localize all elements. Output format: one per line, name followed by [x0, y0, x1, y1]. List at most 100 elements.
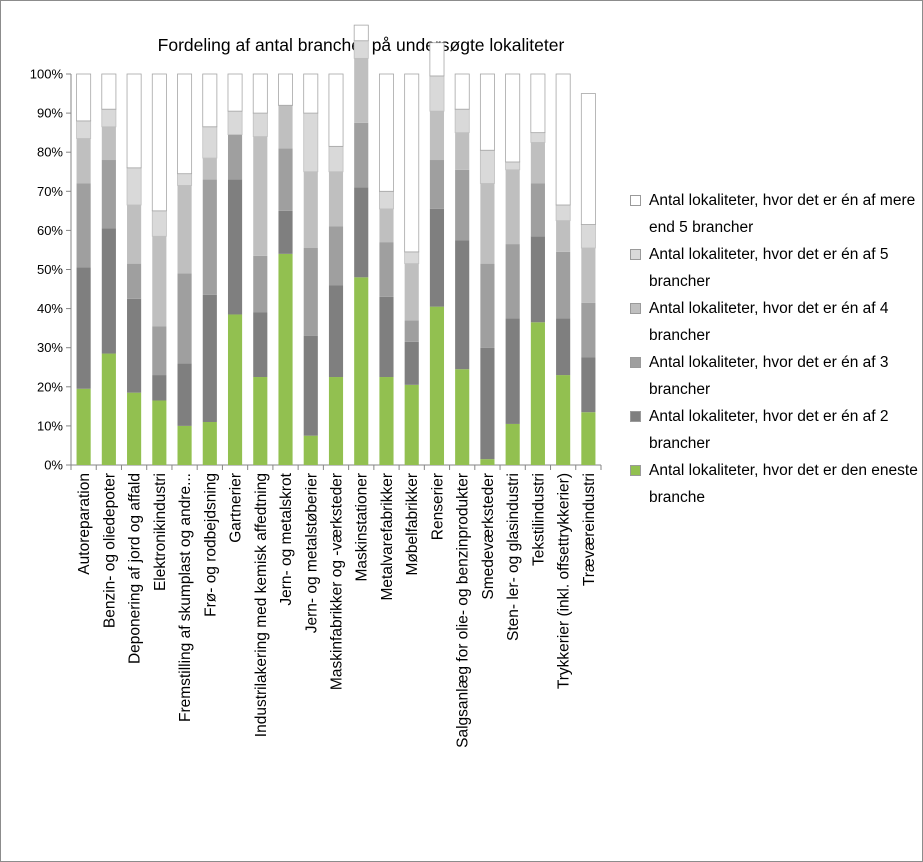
bar-segment [76, 120, 92, 139]
legend-swatch [630, 357, 641, 368]
bar-segment [556, 251, 571, 319]
bars [76, 24, 596, 465]
y-tick-label: 60% [37, 223, 63, 238]
bar-segment [429, 306, 445, 465]
legend-swatch [630, 303, 641, 314]
bar-segment [127, 263, 142, 299]
bar-segment [151, 210, 167, 237]
x-tick-label: Møbelfabrikker [404, 473, 421, 576]
legend-entry: Antal lokaliteter, hvor det er den enest… [627, 457, 919, 511]
bar-segment [530, 183, 545, 237]
bar-segment [227, 110, 243, 136]
bar-segment [328, 145, 344, 173]
x-tick-label: Fremstilling af skumplast og andre... [177, 473, 194, 722]
bar-segment [556, 318, 571, 376]
x-axis: Autoreparation Benzin- og oliedepoter Depo… [70, 464, 602, 748]
bar-segment [556, 220, 571, 252]
bar-segment [505, 161, 521, 171]
bar-segment [581, 247, 596, 303]
bar-segment [177, 363, 192, 426]
bar-segment [127, 298, 142, 393]
bar-segment [379, 242, 394, 297]
bar-segment [253, 136, 268, 256]
bar-segment [530, 322, 545, 465]
x-tick-label: Maskinfabrikker og -værksteder [329, 473, 346, 690]
bar-segment [479, 73, 495, 151]
bar-segment [555, 73, 571, 206]
bar-segment [303, 435, 318, 465]
bar-segment [429, 208, 445, 307]
bar-segment [303, 112, 319, 173]
bar-segment [101, 353, 116, 465]
legend-label: Antal lokaliteter, hvor det er én af mer… [649, 192, 916, 236]
x-tick-label: Renserier [429, 473, 446, 540]
bar-segment [177, 273, 192, 364]
x-tick-label: Autoreparation [76, 473, 93, 575]
bar-segment [227, 314, 243, 465]
x-tick-label: Sten- ler- og glasindustri [505, 473, 522, 641]
bar-segment [202, 179, 217, 295]
bar-segment [530, 132, 546, 143]
bar-segment [505, 318, 520, 424]
bar-segment [328, 171, 344, 227]
bar-segment [126, 167, 142, 206]
legend-entry: Antal lokaliteter, hvor det er én af 2 b… [627, 403, 919, 457]
bar-segment [303, 73, 319, 114]
x-tick-label: Jern- og metalstøberier [303, 473, 320, 633]
bar-segment [480, 263, 495, 348]
bar-segment [177, 185, 192, 274]
legend-entry: Antal lokaliteter, hvor det er én af 3 b… [627, 349, 919, 403]
legend-swatch [630, 411, 641, 422]
bar-segment [404, 384, 419, 465]
bar-segment [530, 73, 546, 134]
legend-entry: Antal lokaliteter, hvor det er én af 5 b… [627, 241, 919, 295]
bar-segment [252, 112, 268, 137]
bar-segment [76, 183, 91, 268]
x-tick-label: Salgsanlæg for olie- og benzinprodukter [455, 473, 472, 748]
bar-segment [177, 425, 192, 465]
legend-label: Antal lokaliteter, hvor det er den enest… [649, 462, 918, 506]
bar-segment [303, 247, 318, 336]
bar-segment [354, 187, 369, 278]
bar-segment [353, 24, 369, 42]
bar-segment [404, 320, 419, 342]
x-tick-label: Smedeværksteder [480, 473, 497, 600]
bar-segment [303, 335, 318, 436]
bar-segment [202, 73, 218, 128]
y-tick-label: 50% [37, 262, 63, 277]
bar-segment [404, 73, 420, 253]
legend-swatch [630, 249, 641, 260]
bar-segment [127, 204, 142, 264]
bar-segment [581, 357, 596, 413]
bar-segment [480, 347, 495, 460]
bar-segment [429, 75, 445, 112]
bar-segment [328, 285, 344, 378]
bar-segment [354, 122, 369, 188]
bar-segment [253, 377, 268, 465]
bar-segment [480, 183, 495, 264]
bar-segment [253, 312, 268, 378]
bar-segment [454, 73, 470, 110]
legend-entry: Antal lokaliteter, hvor det er én af 4 b… [627, 295, 919, 349]
bar-segment [303, 171, 318, 248]
bar-segment [379, 208, 394, 243]
y-tick-label: 20% [37, 379, 63, 394]
bar-segment [152, 326, 167, 376]
bar-segment [479, 149, 495, 184]
bar-segment [177, 173, 193, 186]
bar-segment [278, 148, 293, 211]
bar-segment [455, 240, 470, 370]
y-tick-label: 10% [37, 418, 63, 433]
bar-segment [202, 158, 217, 180]
bar-segment [278, 210, 293, 254]
bar-segment [253, 255, 268, 313]
bar-segment [101, 73, 117, 110]
bar-segment [555, 204, 571, 222]
legend-swatch [630, 465, 641, 476]
y-tick-label: 90% [37, 106, 63, 121]
bar-segment [328, 73, 344, 147]
x-tick-label: Trykkerier (inkl. offsettrykkerier) [556, 473, 573, 689]
x-tick-label: Industrilakering med kemisk affedtning [253, 473, 270, 737]
y-tick-label: 30% [37, 340, 63, 355]
x-tick-label: Tekstilindustri [530, 473, 547, 566]
